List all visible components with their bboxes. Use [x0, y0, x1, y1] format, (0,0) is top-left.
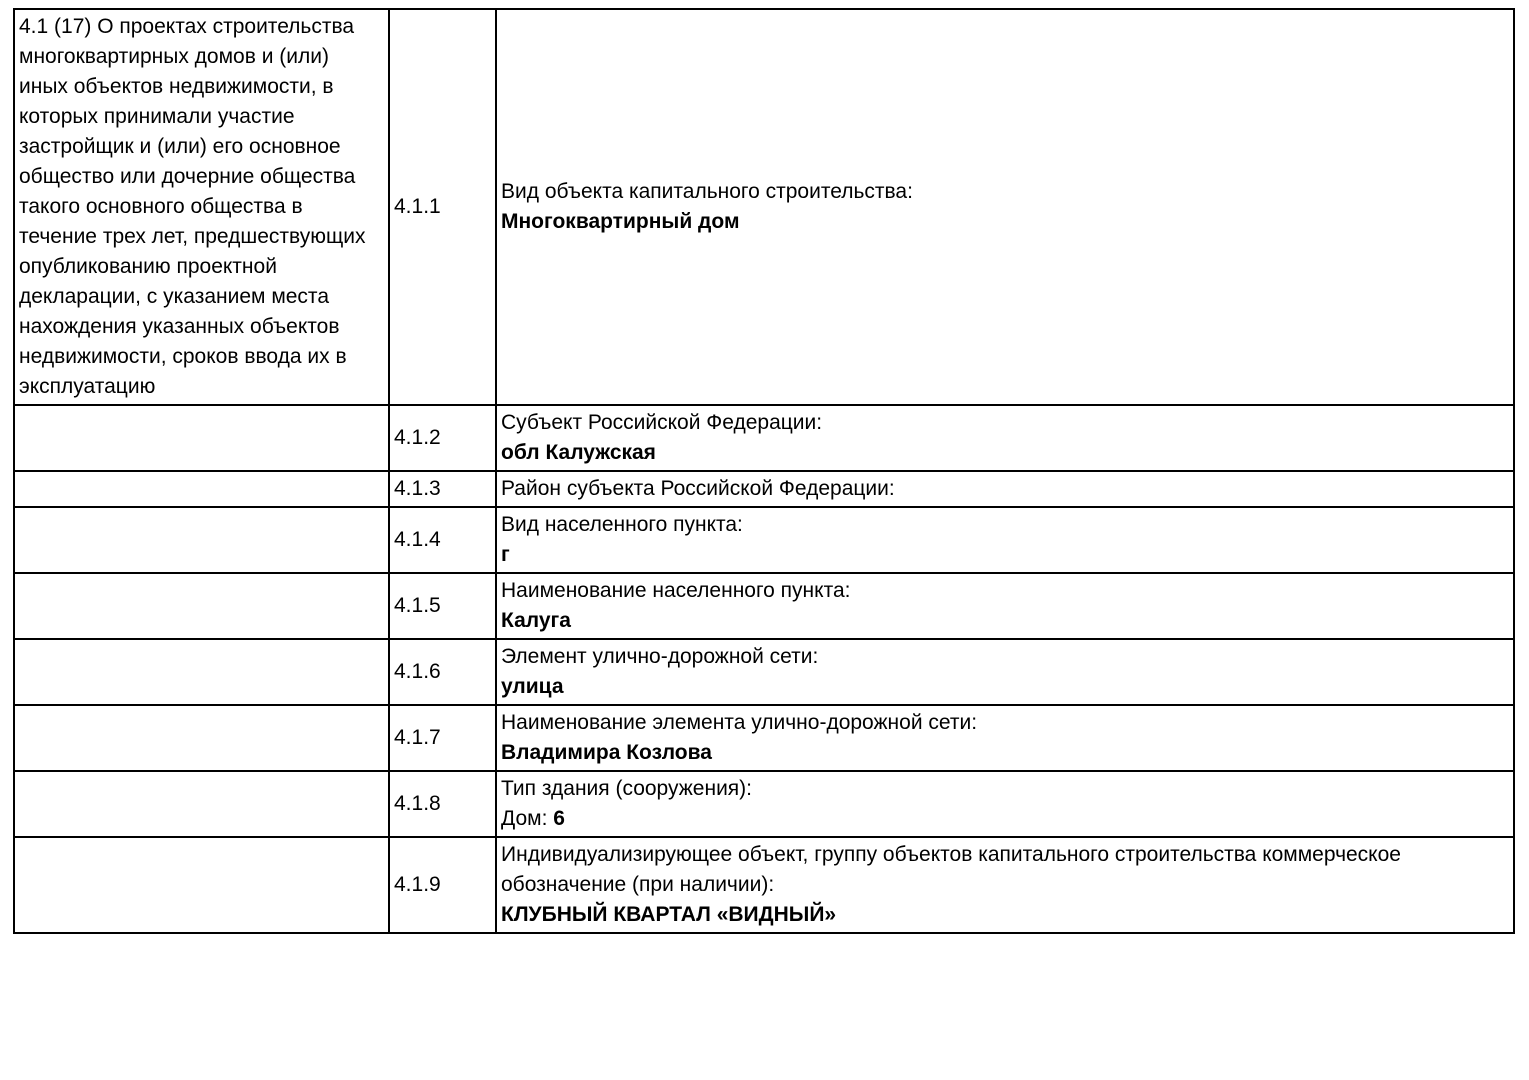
row-number: 4.1.5 — [388, 572, 497, 640]
field-value: г — [501, 543, 510, 566]
row-number: 4.1.1 — [388, 8, 497, 406]
table-row: 4.1.5 Наименование населенного пункта: К… — [13, 572, 1515, 640]
field-label: Субъект Российской Федерации: — [501, 411, 823, 434]
row-number: 4.1.4 — [388, 506, 497, 574]
field-value: улица — [501, 675, 564, 698]
field-cell: Наименование населенного пункта: Калуга — [495, 572, 1515, 640]
left-spacer-cell — [13, 404, 390, 472]
left-spacer-cell — [13, 470, 390, 508]
section-cell: 4.1 (17) О проектах строительства многок… — [13, 8, 390, 406]
field-value: Владимира Козлова — [501, 741, 712, 764]
table-row: 4.1.4 Вид населенного пункта: г — [13, 506, 1515, 574]
field-cell: Тип здания (сооружения): Дом: 6 — [495, 770, 1515, 838]
section-label: 4.1 (17) О проектах строительства многок… — [19, 15, 366, 398]
field-cell: Индивидуализирующее объект, группу объек… — [495, 836, 1515, 934]
field-value: обл Калужская — [501, 441, 656, 464]
field-label: Вид объекта капитального строительства: — [501, 180, 913, 203]
field-label: Наименование населенного пункта: — [501, 579, 851, 602]
field-value: Дом: 6 — [501, 804, 1507, 834]
field-label: Элемент улично-дорожной сети: — [501, 645, 819, 668]
field-value: КЛУБНЫЙ КВАРТАЛ «ВИДНЫЙ» — [501, 903, 837, 926]
row-number: 4.1.2 — [388, 404, 497, 472]
field-label: Вид населенного пункта: — [501, 513, 743, 536]
table-row: 4.1.3 Район субъекта Российской Федераци… — [13, 470, 1515, 508]
field-cell: Субъект Российской Федерации: обл Калужс… — [495, 404, 1515, 472]
left-spacer-cell — [13, 836, 390, 934]
field-cell: Наименование элемента улично-дорожной се… — [495, 704, 1515, 772]
left-spacer-cell — [13, 572, 390, 640]
field-label: Наименование элемента улично-дорожной се… — [501, 711, 978, 734]
field-value: Калуга — [501, 609, 571, 632]
table-row: 4.1.8 Тип здания (сооружения): Дом: 6 — [13, 770, 1515, 838]
table-row: 4.1.2 Субъект Российской Федерации: обл … — [13, 404, 1515, 472]
table-row: 4.1.6 Элемент улично-дорожной сети: улиц… — [13, 638, 1515, 706]
field-cell: Вид объекта капитального строительства: … — [495, 8, 1515, 406]
field-label: Индивидуализирующее объект, группу объек… — [501, 843, 1401, 896]
declaration-table: 4.1 (17) О проектах строительства многок… — [13, 8, 1515, 934]
field-value-bold: 6 — [553, 807, 565, 830]
field-cell: Вид населенного пункта: г — [495, 506, 1515, 574]
left-spacer-cell — [13, 704, 390, 772]
row-number: 4.1.3 — [388, 470, 497, 508]
field-value: Многоквартирный дом — [501, 210, 740, 233]
row-number: 4.1.6 — [388, 638, 497, 706]
field-label: Район субъекта Российской Федерации: — [501, 477, 895, 500]
left-spacer-cell — [13, 638, 390, 706]
row-number: 4.1.7 — [388, 704, 497, 772]
field-value-prefix: Дом: — [501, 807, 554, 830]
table-row: 4.1.9 Индивидуализирующее объект, группу… — [13, 836, 1515, 934]
table-row: 4.1.7 Наименование элемента улично-дорож… — [13, 704, 1515, 772]
row-number: 4.1.9 — [388, 836, 497, 934]
table-row: 4.1 (17) О проектах строительства многок… — [13, 8, 1515, 406]
field-cell: Элемент улично-дорожной сети: улица — [495, 638, 1515, 706]
left-spacer-cell — [13, 770, 390, 838]
left-spacer-cell — [13, 506, 390, 574]
field-label: Тип здания (сооружения): — [501, 777, 752, 800]
field-cell: Район субъекта Российской Федерации: — [495, 470, 1515, 508]
row-number: 4.1.8 — [388, 770, 497, 838]
